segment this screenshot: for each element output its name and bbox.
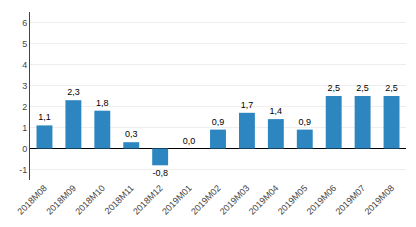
svg-text:1: 1 — [22, 123, 27, 133]
svg-text:0,0: 0,0 — [183, 136, 196, 146]
svg-text:5: 5 — [22, 39, 27, 49]
svg-text:1,1: 1,1 — [38, 112, 51, 122]
svg-text:0,9: 0,9 — [212, 117, 225, 127]
svg-text:2019M01: 2019M01 — [160, 183, 194, 217]
svg-text:3: 3 — [22, 81, 27, 91]
svg-text:2019M02: 2019M02 — [189, 183, 223, 217]
svg-text:2018M12: 2018M12 — [131, 183, 165, 217]
svg-text:0: 0 — [22, 144, 27, 154]
svg-text:2019M08: 2019M08 — [363, 183, 397, 217]
svg-text:2019M07: 2019M07 — [334, 183, 368, 217]
svg-text:2,5: 2,5 — [327, 83, 340, 93]
svg-text:4: 4 — [22, 60, 27, 70]
svg-text:2018M08: 2018M08 — [15, 183, 49, 217]
svg-text:2019M03: 2019M03 — [218, 183, 252, 217]
svg-text:2018M10: 2018M10 — [73, 183, 107, 217]
svg-text:1,7: 1,7 — [241, 100, 254, 110]
svg-text:2019M06: 2019M06 — [305, 183, 339, 217]
svg-text:-1: -1 — [19, 165, 27, 175]
svg-text:2018M11: 2018M11 — [103, 183, 136, 216]
svg-text:1,4: 1,4 — [270, 106, 283, 116]
svg-text:1,8: 1,8 — [96, 98, 109, 108]
svg-text:2,5: 2,5 — [385, 83, 398, 93]
svg-text:6: 6 — [22, 18, 27, 28]
svg-text:2,3: 2,3 — [67, 87, 80, 97]
svg-text:2019M04: 2019M04 — [247, 183, 281, 217]
svg-text:0,3: 0,3 — [125, 129, 138, 139]
svg-text:2,5: 2,5 — [356, 83, 369, 93]
svg-text:0,9: 0,9 — [299, 117, 312, 127]
svg-text:2: 2 — [22, 102, 27, 112]
svg-text:2019M05: 2019M05 — [276, 183, 310, 217]
svg-text:-0,8: -0,8 — [152, 168, 168, 178]
svg-text:2018M09: 2018M09 — [44, 183, 78, 217]
